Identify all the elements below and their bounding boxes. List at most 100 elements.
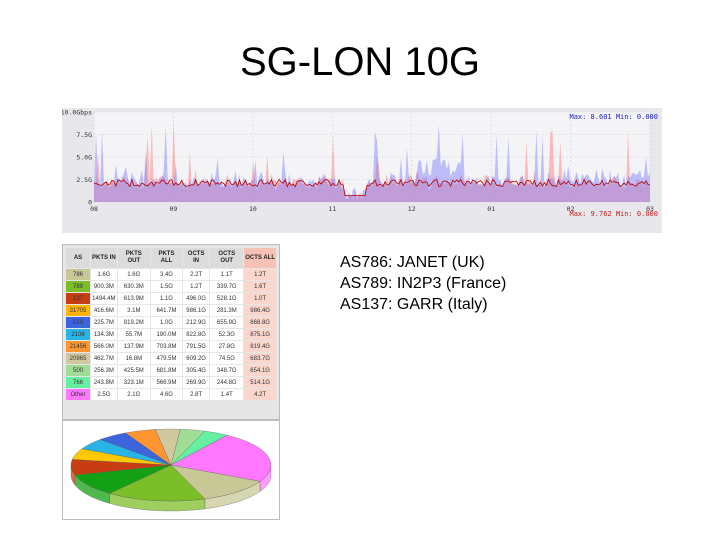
x-axis-label: 11 <box>328 205 336 213</box>
y-axis-label: 10.0Gbps <box>62 109 92 117</box>
table-cell: 566.9M <box>150 377 182 388</box>
table-cell: 1.0G <box>150 317 182 328</box>
pie-chart-svg <box>70 428 272 512</box>
table-cell: 52.3G <box>210 329 244 340</box>
table-row: 31705 416.6M 3.1M 641.7M 986.1G 281.3M 986.4G <box>66 305 276 316</box>
table-row: 786 1.6G 1.6G 3.4G 2.2T 1.1T 1.2T <box>66 269 276 280</box>
table-cell: 514.1G <box>244 377 276 388</box>
as-number-cell: Other <box>66 389 90 400</box>
table-cell: 1.0T <box>244 293 276 304</box>
table-cell: 1.5G <box>150 281 182 292</box>
y-axis-label: 0 <box>88 199 92 207</box>
max-in-label: Max: 8.601 Min: 0.000 <box>569 113 658 121</box>
slide-title: SG-LON 10G <box>239 40 481 84</box>
table-cell: 269.9G <box>182 377 210 388</box>
table-cell: 462.7M <box>91 353 117 364</box>
table-row: 766 243.8M 323.1M 566.9M 269.9G 244.8G 514.1G <box>66 377 276 388</box>
table-cell: 986.1G <box>182 305 210 316</box>
column-header[interactable]: OCTS OUT <box>210 248 244 268</box>
pie-slice <box>109 464 206 502</box>
table-cell: 55.7M <box>117 329 150 340</box>
table-cell: 655.9G <box>210 317 244 328</box>
table-cell: 1.2T <box>182 281 210 292</box>
table-cell: 791.5G <box>182 341 210 352</box>
as-number-cell: 31705 <box>66 305 90 316</box>
traffic-graph-svg: 10.0Gbps 7.5G 5.0G 2.5G 0 08 09 10 11 12 01 02 03 M… <box>62 108 662 233</box>
table-cell: 190.0M <box>150 329 182 340</box>
table-cell: 654.1G <box>244 365 276 376</box>
table-cell: 819.2M <box>117 317 150 328</box>
y-axis-label: 7.5G <box>76 131 92 139</box>
table-cell: 703.8M <box>150 341 182 352</box>
note-line: AS789: IN2P3 (France) <box>340 275 507 292</box>
table-row: 789 900.3M 630.3M 1.5G 1.2T 339.7G 1.6T <box>66 281 276 292</box>
table-cell: 1.6G <box>117 269 150 280</box>
note-line: AS137: GARR (Italy) <box>340 296 488 313</box>
x-axis-label: 12 <box>408 205 416 213</box>
table-cell: 2.8T <box>182 389 210 400</box>
column-header[interactable]: OCTS IN <box>182 248 210 268</box>
table-cell: 986.4G <box>244 305 276 316</box>
table-cell: 3.1M <box>117 305 150 316</box>
table-cell: 1494.4M <box>91 293 117 304</box>
x-axis-label: 01 <box>487 205 495 213</box>
table-row: 21456 566.0M 137.9M 703.8M 791.5G 27.8G 819.4G <box>66 341 276 352</box>
table-cell: 2.1G <box>117 389 150 400</box>
as-number-cell: 137 <box>66 293 90 304</box>
table-cell: 256.3M <box>91 365 117 376</box>
table-cell: 479.5M <box>150 353 182 364</box>
table-cell: 212.9G <box>182 317 210 328</box>
table-cell: 528.1G <box>210 293 244 304</box>
table-cell: 681.8M <box>150 365 182 376</box>
table-cell: 613.9M <box>117 293 150 304</box>
table-row: 513 225.7M 819.2M 1.0G 212.9G 655.9G 868.8G <box>66 317 276 328</box>
column-header[interactable]: PKTS OUT <box>117 248 150 268</box>
column-header[interactable]: AS <box>66 248 90 268</box>
table-cell: 1.6G <box>91 269 117 280</box>
as-number-cell: 786 <box>66 269 90 280</box>
table-row: 500 256.3M 425.5M 681.8M 305.4G 348.7G 654.1G <box>66 365 276 376</box>
table-cell: 2.2T <box>182 269 210 280</box>
table-row: 137 1494.4M 613.9M 1.1G 496.0G 528.1G 1.0T <box>66 293 276 304</box>
column-header[interactable]: PKTS IN <box>91 248 117 268</box>
as-number-cell: 766 <box>66 377 90 388</box>
traffic-graph: 10.0Gbps 7.5G 5.0G 2.5G 0 08 09 10 11 12 01 02 03 M… <box>62 108 662 233</box>
inbound-traffic-series <box>94 124 650 202</box>
table-cell: 1.4T <box>210 389 244 400</box>
table-cell: 496.0G <box>182 293 210 304</box>
table-cell: 3.4G <box>150 269 182 280</box>
column-header[interactable]: PKTS ALL <box>150 248 182 268</box>
table-cell: 74.5G <box>210 353 244 364</box>
pie-chart <box>62 420 280 520</box>
table-cell: 819.4G <box>244 341 276 352</box>
table-header-row: AS PKTS IN PKTS OUT PKTS ALL OCTS IN OCTS OUT… <box>66 248 276 268</box>
as-number-cell: 2108 <box>66 329 90 340</box>
table-cell: 822.8G <box>182 329 210 340</box>
table-cell: 27.8G <box>210 341 244 352</box>
table-cell: 225.7M <box>91 317 117 328</box>
table-cell: 1.6T <box>244 281 276 292</box>
table-cell: 683.7G <box>244 353 276 364</box>
as-number-cell: 513 <box>66 317 90 328</box>
table-cell: 281.3M <box>210 305 244 316</box>
x-axis-label: 10 <box>249 205 257 213</box>
as-number-cell: 789 <box>66 281 90 292</box>
table-cell: 4.2T <box>244 389 276 400</box>
average-traffic-line <box>93 178 651 197</box>
outbound-traffic-series <box>94 120 650 202</box>
table-cell: 4.6G <box>150 389 182 400</box>
table-cell: 609.2G <box>182 353 210 364</box>
as-statistics-table: AS PKTS IN PKTS OUT PKTS ALL OCTS IN OCTS OUT… <box>62 244 280 420</box>
x-axis-label: 02 <box>567 205 575 213</box>
table-cell: 134.3M <box>91 329 117 340</box>
column-header[interactable]: OCTS ALL <box>244 248 276 268</box>
table-cell: 137.9M <box>117 341 150 352</box>
x-axis-label: 08 <box>90 205 98 213</box>
as-number-cell: 21456 <box>66 341 90 352</box>
table-cell: 900.3M <box>91 281 117 292</box>
table-cell: 425.5M <box>117 365 150 376</box>
as-number-cell: 500 <box>66 365 90 376</box>
pie-slice <box>170 464 261 500</box>
table-cell: 243.8M <box>91 377 117 388</box>
table-cell: 305.4G <box>182 365 210 376</box>
